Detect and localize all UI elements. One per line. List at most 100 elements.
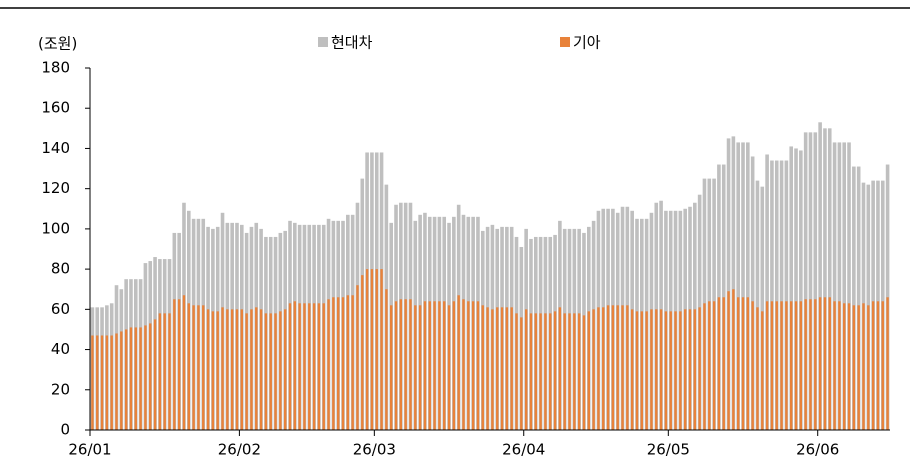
bar: [105, 335, 109, 430]
bar: [756, 307, 759, 430]
y-tick-label: 80: [51, 260, 70, 278]
bar: [226, 309, 229, 430]
bar: [774, 160, 779, 430]
bar: [332, 297, 335, 430]
bar: [110, 335, 113, 430]
bar: [659, 309, 663, 430]
bar: [765, 154, 769, 430]
bar: [346, 295, 350, 430]
bar: [630, 309, 634, 430]
x-tick-label: 26/02: [218, 441, 261, 459]
bar: [115, 333, 118, 430]
bar: [655, 309, 658, 430]
bar: [192, 305, 195, 430]
bar: [703, 303, 706, 430]
y-tick-label: 140: [41, 139, 70, 157]
bar: [457, 295, 460, 430]
legend-label: 현대차: [331, 34, 373, 52]
bar: [818, 297, 822, 430]
bar: [828, 297, 831, 430]
bar: [708, 301, 711, 430]
bar: [385, 289, 388, 430]
bar: [399, 299, 403, 430]
bar: [751, 301, 754, 430]
bar: [317, 303, 321, 430]
bar: [736, 297, 740, 430]
bar: [443, 301, 446, 430]
bar: [616, 305, 619, 430]
bar: [240, 309, 244, 430]
bar: [761, 311, 764, 430]
bar: [423, 301, 427, 430]
bar: [832, 142, 837, 430]
bar: [235, 309, 239, 430]
bar: [755, 180, 760, 430]
bar: [794, 301, 798, 430]
bar: [843, 303, 846, 430]
bar: [780, 301, 783, 430]
bar: [785, 301, 788, 430]
bar: [871, 301, 875, 430]
bar: [770, 301, 774, 430]
bar: [356, 285, 359, 430]
bar: [428, 301, 431, 430]
bar: [775, 301, 778, 430]
bar: [370, 269, 374, 430]
x-tick-label: 26/06: [796, 441, 839, 459]
x-tick-label: 26/05: [647, 441, 690, 459]
bar: [510, 307, 513, 430]
x-tick-label: 26/04: [502, 441, 545, 459]
bar: [592, 309, 595, 430]
bar: [481, 305, 484, 430]
bar: [418, 305, 422, 430]
bar: [650, 309, 653, 430]
bar: [886, 297, 889, 430]
bar: [173, 299, 176, 430]
bar: [216, 311, 219, 430]
bar: [731, 136, 736, 430]
bar: [587, 311, 590, 430]
bar: [308, 303, 311, 430]
bar: [255, 307, 258, 430]
bar: [182, 295, 186, 430]
bar: [380, 269, 383, 430]
bar: [790, 301, 793, 430]
bar: [803, 132, 808, 430]
bar: [303, 303, 306, 430]
bar: [799, 150, 803, 430]
bar: [823, 128, 827, 431]
bar: [288, 303, 292, 430]
bar: [486, 307, 489, 430]
bar: [842, 142, 847, 430]
bar: [520, 317, 523, 430]
bar: [515, 313, 518, 430]
bar: [124, 329, 128, 430]
bar: [881, 301, 884, 430]
y-tick-label: 0: [60, 421, 70, 439]
bar: [876, 301, 880, 430]
y-tick-label: 40: [51, 340, 70, 358]
bar: [476, 301, 480, 430]
bar: [741, 142, 745, 430]
bar: [679, 311, 682, 430]
bar: [351, 295, 354, 430]
bar: [838, 301, 841, 430]
bar: [553, 311, 557, 430]
bar: [341, 297, 345, 430]
bar: [336, 297, 340, 430]
bar: [153, 319, 157, 430]
bar: [168, 313, 171, 430]
y-tick-label: 120: [41, 179, 70, 197]
bar: [447, 305, 451, 430]
bar: [727, 291, 730, 430]
bar: [91, 335, 94, 430]
bar: [611, 305, 615, 430]
bar: [100, 335, 104, 430]
bar: [496, 307, 499, 430]
bar: [837, 142, 842, 430]
bar: [814, 299, 817, 430]
bar: [293, 301, 297, 430]
bar: [626, 305, 629, 430]
bar: [760, 186, 765, 430]
bar: [211, 311, 215, 430]
